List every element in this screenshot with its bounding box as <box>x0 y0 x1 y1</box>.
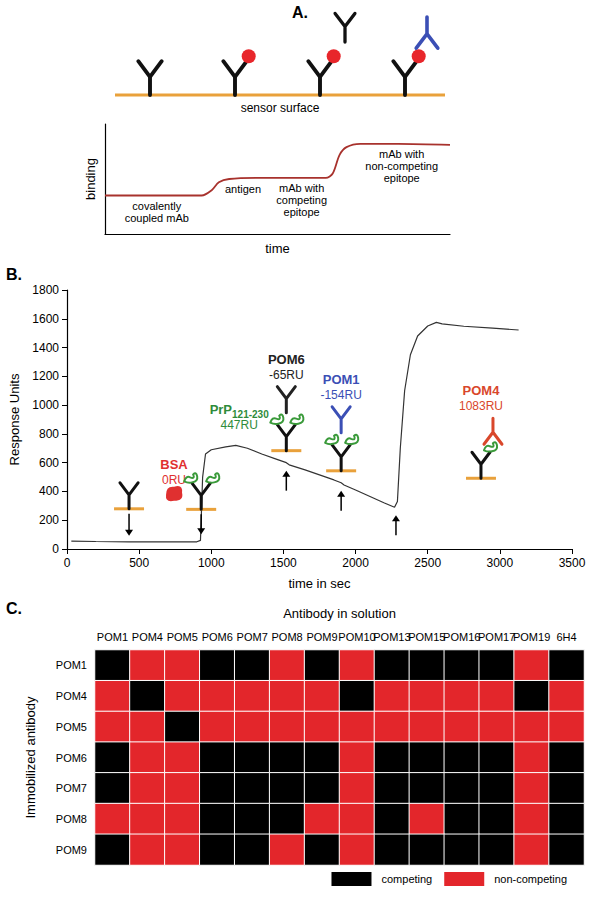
svg-text:POM15: POM15 <box>408 631 445 643</box>
svg-text:3000: 3000 <box>487 556 514 570</box>
svg-text:1000: 1000 <box>32 398 59 412</box>
svg-text:non-competing: non-competing <box>365 160 438 172</box>
svg-text:POM4: POM4 <box>56 690 87 702</box>
svg-text:competing: competing <box>381 873 432 885</box>
svg-text:covalently: covalently <box>132 200 181 212</box>
svg-text:0: 0 <box>64 556 71 570</box>
svg-text:-154RU: -154RU <box>320 388 361 402</box>
svg-text:3500: 3500 <box>559 556 586 570</box>
svg-text:1400: 1400 <box>32 341 59 355</box>
svg-text:POM7: POM7 <box>237 631 268 643</box>
svg-text:PrP121-230: PrP121-230 <box>210 402 270 420</box>
svg-text:6H4: 6H4 <box>556 631 576 643</box>
svg-text:mAb with: mAb with <box>379 148 424 160</box>
svg-text:epitope: epitope <box>284 206 320 218</box>
svg-text:1200: 1200 <box>32 369 59 383</box>
svg-text:POM19: POM19 <box>513 631 550 643</box>
svg-text:POM4: POM4 <box>132 631 163 643</box>
svg-text:400: 400 <box>39 484 59 498</box>
svg-text:binding: binding <box>83 158 98 200</box>
svg-text:POM6: POM6 <box>56 752 87 764</box>
svg-text:600: 600 <box>39 456 59 470</box>
svg-text:447RU: 447RU <box>221 418 258 432</box>
svg-text:1000: 1000 <box>198 556 225 570</box>
svg-text:A.: A. <box>292 4 308 21</box>
svg-text:time: time <box>265 241 290 256</box>
svg-text:non-competing: non-competing <box>494 873 567 885</box>
svg-text:2000: 2000 <box>342 556 369 570</box>
svg-text:0RU: 0RU <box>162 473 186 487</box>
svg-text:200: 200 <box>39 513 59 527</box>
svg-text:POM9: POM9 <box>306 631 337 643</box>
svg-text:POM5: POM5 <box>167 631 198 643</box>
svg-text:1083RU: 1083RU <box>459 399 503 413</box>
svg-text:antigen: antigen <box>225 183 261 195</box>
svg-text:POM17: POM17 <box>478 631 515 643</box>
svg-text:POM9: POM9 <box>56 844 87 856</box>
svg-text:POM1: POM1 <box>97 631 128 643</box>
svg-text:POM16: POM16 <box>443 631 480 643</box>
svg-text:800: 800 <box>39 427 59 441</box>
svg-text:1500: 1500 <box>270 556 297 570</box>
svg-text:POM7: POM7 <box>56 782 87 794</box>
svg-text:mAb with: mAb with <box>279 182 324 194</box>
svg-text:POM5: POM5 <box>56 721 87 733</box>
svg-text:Response Units: Response Units <box>7 373 22 465</box>
svg-text:POM10: POM10 <box>338 631 375 643</box>
svg-text:epitope: epitope <box>384 172 420 184</box>
svg-text:C.: C. <box>6 600 22 617</box>
svg-text:1600: 1600 <box>32 312 59 326</box>
svg-text:500: 500 <box>129 556 149 570</box>
svg-text:2500: 2500 <box>414 556 441 570</box>
svg-text:1800: 1800 <box>32 283 59 297</box>
svg-text:coupled mAb: coupled mAb <box>125 212 189 224</box>
svg-text:POM1: POM1 <box>56 659 87 671</box>
svg-text:0: 0 <box>52 542 59 556</box>
svg-text:time in sec: time in sec <box>288 576 351 591</box>
svg-text:POM8: POM8 <box>272 631 303 643</box>
svg-text:competing: competing <box>276 194 327 206</box>
svg-text:Antibody in solution: Antibody in solution <box>283 606 396 621</box>
svg-text:Immobilized antibody: Immobilized antibody <box>23 696 38 819</box>
svg-text:POM6: POM6 <box>202 631 233 643</box>
svg-text:POM8: POM8 <box>56 813 87 825</box>
svg-text:POM4: POM4 <box>463 383 501 398</box>
svg-text:sensor surface: sensor surface <box>241 101 320 115</box>
svg-text:-65RU: -65RU <box>269 368 304 382</box>
svg-text:B.: B. <box>6 266 22 283</box>
svg-text:POM6: POM6 <box>268 352 305 367</box>
svg-text:BSA: BSA <box>160 457 188 472</box>
svg-text:POM13: POM13 <box>373 631 410 643</box>
svg-text:POM1: POM1 <box>323 372 360 387</box>
